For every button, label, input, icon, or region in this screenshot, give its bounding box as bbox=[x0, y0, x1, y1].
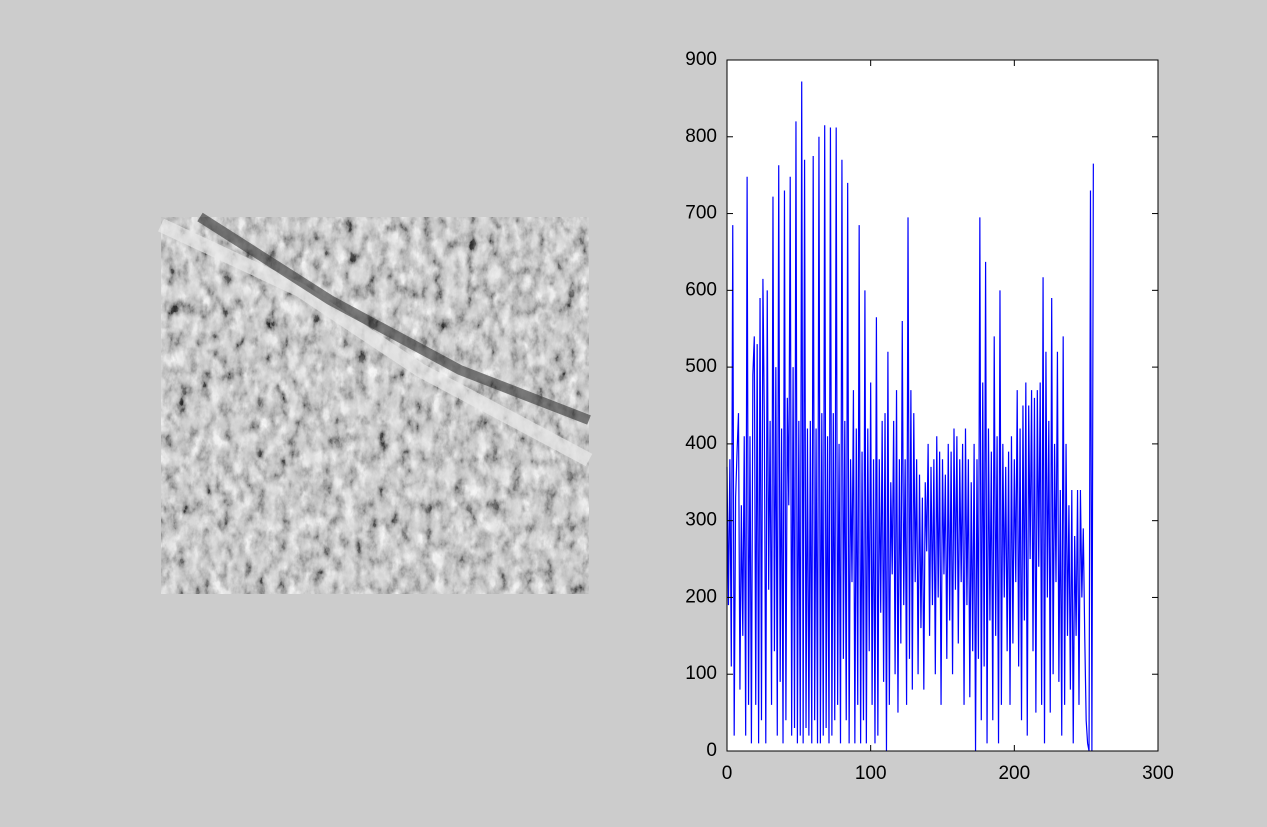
x-tick-label: 100 bbox=[855, 763, 887, 784]
plot-area bbox=[727, 60, 1158, 751]
x-tick-label: 300 bbox=[1142, 763, 1174, 784]
y-tick-label: 100 bbox=[685, 663, 717, 684]
y-tick-label: 800 bbox=[685, 126, 717, 147]
y-tick-label: 400 bbox=[685, 433, 717, 454]
y-tick-label: 300 bbox=[685, 510, 717, 531]
x-tick-label: 200 bbox=[998, 763, 1030, 784]
y-tick-label: 200 bbox=[685, 586, 717, 607]
y-tick-label: 600 bbox=[685, 279, 717, 300]
y-tick-label: 500 bbox=[685, 356, 717, 377]
image-feature bbox=[158, 218, 593, 467]
y-tick-label: 0 bbox=[706, 740, 717, 761]
image-pixels bbox=[161, 217, 589, 594]
y-tick-label: 900 bbox=[685, 49, 717, 70]
y-tick-label: 700 bbox=[685, 203, 717, 224]
axes-box bbox=[726, 59, 1159, 752]
image bbox=[158, 212, 593, 594]
data-line bbox=[726, 81, 1094, 752]
x-tick-label: 0 bbox=[722, 763, 733, 784]
axes: 0 100 200 300 0 100 200 300 400 500 600 700 800 900 bbox=[685, 49, 1174, 784]
image-feature bbox=[197, 212, 591, 425]
